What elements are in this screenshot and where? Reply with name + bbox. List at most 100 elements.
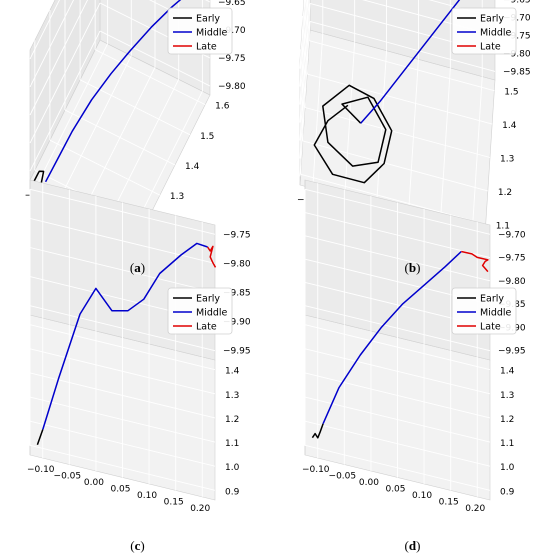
caption-letter-a: a [134, 260, 141, 275]
grid-line-y [304, 372, 491, 419]
grid-line-z [299, 0, 307, 87]
caption-b: (b) [404, 260, 421, 275]
legend: Early Middle Late [451, 7, 517, 55]
grid-line-z [29, 217, 216, 264]
y-tick-label: 1.4 [185, 162, 200, 172]
legend-label-early: Early [196, 14, 220, 25]
grid-line-z [29, 0, 74, 88]
y-tick-label: 1.2 [498, 188, 512, 198]
y-tick-label: 1.5 [504, 88, 518, 98]
y-tick-label: 1.5 [200, 132, 214, 142]
x-tick-label: −0.10 [27, 465, 55, 475]
panel-d: −0.10−0.050.00 0.05 0.10 0.15 0.20 0.9 1.0 1.1 1… [302, 179, 526, 514]
series-line-middle [44, 0, 182, 183]
legend-label-late: Late [480, 42, 501, 53]
legend-label-early: Early [480, 14, 504, 25]
z-tick-label: −9.80 [498, 277, 526, 287]
grid-line-z [299, 0, 310, 141]
z-tick-label: −9.75 [218, 54, 246, 64]
series-line-early [311, 423, 324, 439]
series-line-early [32, 170, 45, 186]
x-tick-label: −0.05 [329, 472, 357, 482]
x-tick-label: 0.00 [84, 478, 104, 488]
grid-line-y [304, 348, 491, 395]
y-tick-label: 1.4 [225, 367, 240, 377]
grid-line-z [29, 188, 216, 235]
grid-line-y [29, 324, 216, 371]
x-tick-label: 0.15 [164, 497, 184, 507]
legend-label-middle: Middle [480, 28, 512, 39]
grid-line-y [29, 420, 216, 467]
grid-line-z [299, 0, 305, 69]
series-line-middle [322, 250, 462, 425]
grid-line-y [79, 79, 191, 136]
legend-box [451, 7, 517, 55]
legend-label-middle: Middle [196, 308, 228, 319]
x-tick-label: 0.20 [465, 504, 485, 514]
z-tick-label: −9.75 [503, 31, 531, 41]
legend-label-late: Late [480, 322, 501, 333]
x-tick-label: 0.10 [412, 491, 432, 501]
x-tick-label: −0.05 [54, 472, 82, 482]
series-line-late [461, 250, 489, 273]
y-tick-label: 1.1 [500, 439, 514, 449]
grid-line-z [304, 305, 491, 352]
grid-line-z [299, 3, 311, 159]
grid-line-z [299, 0, 309, 123]
y-tick-label: 1.0 [225, 463, 240, 473]
grid-line-y [309, 40, 495, 92]
z-tick-label: −9.70 [498, 230, 526, 240]
x-tick-label: 0.15 [439, 497, 459, 507]
grid-line-z [299, 21, 311, 177]
grid-line-y [300, 173, 486, 225]
panel-a: −0.10.00.10.20.31.21.31.41.51.6−9.60−9.6… [25, 0, 246, 248]
x-tick-label: 0.10 [137, 491, 157, 501]
z-tick-label: −9.90 [223, 318, 251, 328]
y-tick-label: 1.3 [500, 155, 514, 165]
legend-box [167, 287, 233, 335]
z-tick-label: −9.70 [503, 14, 531, 24]
y-tick-label: 1.6 [215, 102, 230, 112]
x-tick-label: 0.05 [110, 485, 130, 495]
y-tick-label: 1.2 [500, 415, 514, 425]
grid-line-z [29, 0, 60, 60]
y-tick-label: 1.1 [225, 439, 239, 449]
legend-label-late: Late [196, 322, 217, 333]
grid-line-z [29, 0, 89, 116]
z-tick-label: −9.85 [223, 289, 251, 299]
grid-line-y [304, 107, 491, 158]
z-tick-label: −9.85 [503, 67, 531, 77]
legend: Early Middle Late [451, 287, 517, 335]
grid-line-y [307, 73, 493, 125]
series-line-middle [360, 0, 461, 124]
grid-line-y [304, 420, 491, 467]
series-line-middle [42, 242, 208, 430]
grid-line-z [309, 20, 496, 72]
x-tick-label: 0.05 [385, 485, 405, 495]
grid-line-y [29, 348, 216, 395]
y-tick-label: 1.1 [496, 221, 510, 231]
grid-line-z [29, 30, 101, 172]
grid-line-y [49, 139, 161, 196]
series-line-late [206, 245, 217, 268]
grid-line-z [29, 247, 216, 293]
legend-box [451, 287, 517, 335]
z-tick-label: −9.75 [223, 230, 251, 240]
legend-label-early: Early [196, 294, 220, 305]
grid-line-z [29, 2, 101, 144]
caption-letter-c: c [134, 538, 141, 553]
grid-line-y [29, 396, 216, 443]
legend: Early Middle Late [167, 287, 233, 335]
grid-line-y [94, 49, 206, 106]
grid-line-y [64, 109, 176, 166]
caption-a: (a) [129, 260, 146, 275]
series-line-early [313, 84, 393, 184]
grid-line-y [304, 396, 491, 443]
caption-c: (c) [130, 538, 145, 553]
caption-d: (d) [404, 538, 421, 553]
grid-line-z [304, 235, 491, 282]
z-tick-label: −9.65 [218, 0, 246, 8]
y-tick-label: 1.4 [502, 121, 517, 131]
back-pane [309, 0, 496, 81]
